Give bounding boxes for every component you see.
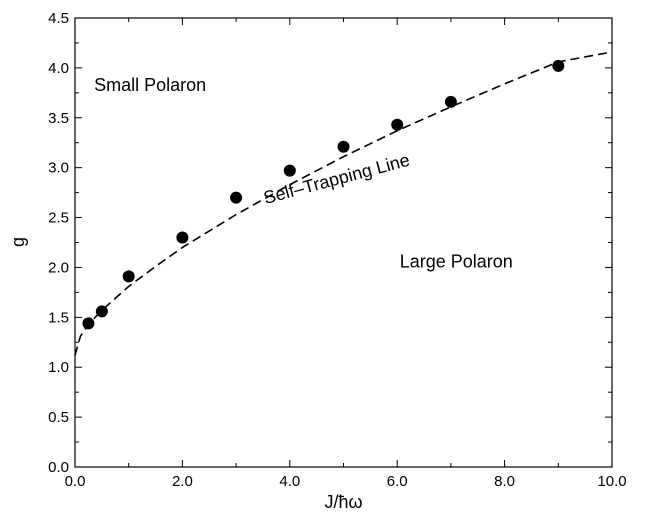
data-point [96, 305, 108, 317]
data-point [391, 119, 403, 131]
large-polaron-label: Large Polaron [400, 251, 513, 271]
data-point [445, 96, 457, 108]
y-tick-label: 1.5 [48, 309, 69, 326]
x-axis-title: J/ħω [324, 492, 362, 512]
y-tick-label: 1.0 [48, 359, 69, 376]
data-point [284, 165, 296, 177]
data-point [338, 141, 350, 153]
data-point [123, 270, 135, 282]
x-tick-label: 4.0 [279, 473, 300, 490]
y-tick-label: 3.5 [48, 110, 69, 127]
x-tick-label: 6.0 [387, 473, 408, 490]
data-point [230, 192, 242, 204]
y-axis-title: g [8, 237, 28, 247]
self-trapping-line-label: Self–Trapping Line [261, 150, 411, 208]
x-tick-label: 10.0 [597, 473, 626, 490]
y-tick-label: 0.0 [48, 459, 69, 476]
y-tick-label: 2.0 [48, 259, 69, 276]
data-points-layer [82, 60, 564, 329]
x-tick-label: 8.0 [494, 473, 515, 490]
y-tick-label: 0.5 [48, 409, 69, 426]
y-tick-label: 4.0 [48, 60, 69, 77]
data-point [176, 232, 188, 244]
data-point [82, 317, 94, 329]
y-tick-label: 3.0 [48, 160, 69, 177]
y-tick-label: 4.5 [48, 10, 69, 27]
self-trapping-line [75, 52, 612, 355]
y-tick-label: 2.5 [48, 210, 69, 227]
small-polaron-label: Small Polaron [94, 75, 206, 95]
data-point [552, 60, 564, 72]
x-tick-label: 2.0 [172, 473, 193, 490]
self-trapping-curve-layer [75, 52, 612, 355]
